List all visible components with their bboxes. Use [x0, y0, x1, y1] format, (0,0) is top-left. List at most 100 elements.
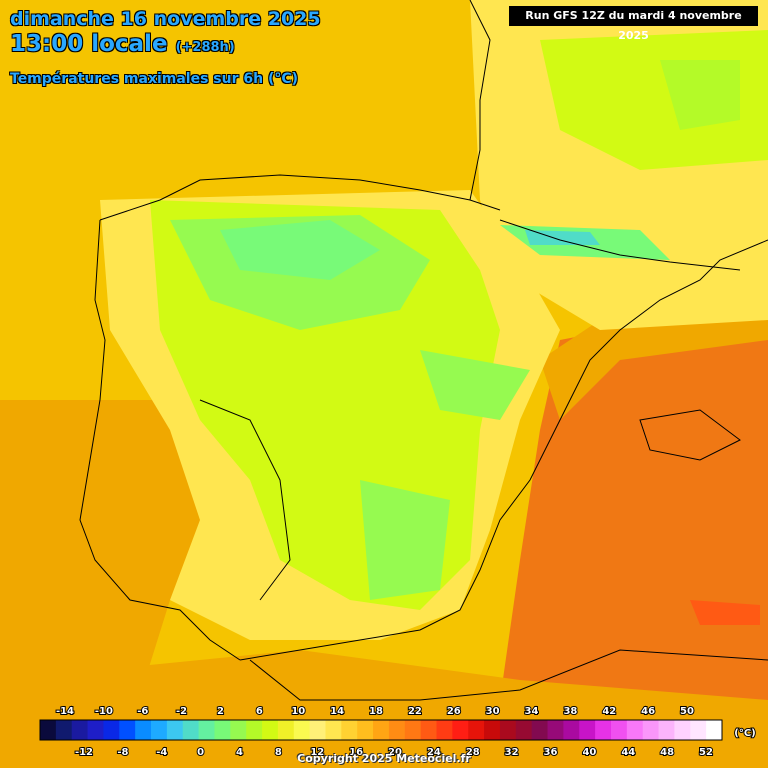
legend-swatch [151, 720, 168, 740]
legend-color-bar [39, 719, 723, 741]
legend-bottom-label: 28 [466, 747, 480, 758]
legend-swatch [499, 720, 517, 740]
iberian-system-cold-zone [420, 350, 530, 420]
forecast-date: dimanche 16 novembre 2025 [10, 8, 321, 30]
legend-swatch [595, 720, 612, 740]
portugal-border-line [199, 399, 291, 601]
hot-spot-zone [690, 600, 760, 625]
legend-top-label: 2 [217, 706, 224, 717]
pyrenees-border-line [499, 219, 741, 271]
legend-top-label: 22 [408, 706, 422, 717]
legend-top-label: 50 [680, 706, 694, 717]
legend-bottom-label: 24 [427, 747, 441, 758]
legend-swatch [325, 720, 342, 740]
massif-cool-zone [660, 60, 740, 130]
legend-top-label: -10 [95, 706, 113, 717]
legend-swatch [547, 720, 564, 740]
legend-swatch [388, 720, 406, 740]
legend-swatch [87, 720, 104, 740]
legend-swatch [214, 720, 231, 740]
north-coast-line [99, 174, 501, 221]
france-coast-line [469, 0, 491, 201]
legend-swatch [198, 720, 215, 740]
cantabrian-cold-zone [220, 220, 380, 280]
forecast-offset: (+288h) [175, 40, 235, 55]
legend-top-label: 6 [256, 706, 263, 717]
legend-bottom-label: 8 [275, 747, 282, 758]
legend-top-label: 34 [525, 706, 539, 717]
legend-swatch [182, 720, 200, 740]
legend-swatch [404, 720, 422, 740]
legend-bottom-labels: -12 -8 -4 0 4 8 12 16 20 24 28 32 36 40 44 48 52 [74, 746, 714, 759]
legend-frame [39, 719, 723, 741]
legend-swatch [246, 720, 263, 740]
legend-top-label: 38 [563, 706, 577, 717]
legend-swatch [309, 720, 326, 740]
legend-swatch [610, 720, 628, 740]
legend-swatch [484, 720, 501, 740]
baetic-cold-zone [360, 480, 450, 600]
legend-swatch [563, 720, 580, 740]
legend-swatch [642, 720, 660, 740]
legend-swatch [119, 720, 136, 740]
legend-swatch [55, 720, 73, 740]
legend-bottom-label: 32 [505, 747, 519, 758]
legend-bottom-label: 12 [310, 747, 324, 758]
legend-bottom-label: 52 [699, 747, 713, 758]
legend-swatch [420, 720, 438, 740]
forecast-time: 13:00 locale (+288h) [10, 31, 235, 57]
coastlines [79, 0, 768, 701]
legend-unit: (°C) [734, 728, 755, 739]
legend-swatch [341, 720, 358, 740]
pyrenees-peak-zone [525, 230, 600, 245]
legend-swatch [230, 720, 247, 740]
legend-bottom-label: -8 [117, 747, 128, 758]
legend-top-label: 18 [369, 706, 383, 717]
legend-top-labels: -14 -10 -6 -2 2 6 10 14 18 22 26 30 34 38 42 46 50 [55, 705, 695, 718]
legend-swatch [373, 720, 390, 740]
legend-top-label: 10 [291, 706, 305, 717]
legend-bottom-label: 40 [582, 747, 596, 758]
legend-bottom-label: 44 [621, 747, 635, 758]
legend-swatch [135, 720, 152, 740]
med-transition-zone [540, 300, 768, 420]
legend-bottom-label: -12 [75, 747, 93, 758]
legend-swatch [706, 720, 723, 740]
legend-top-label: -14 [56, 706, 74, 717]
legend-bottom-label: 20 [388, 747, 402, 758]
legend-bottom-label: 16 [349, 747, 363, 758]
legend-swatch [690, 720, 707, 740]
legend-bottom-label: 0 [197, 747, 204, 758]
legend-swatch [103, 720, 120, 740]
legend-top-label: 42 [602, 706, 616, 717]
legend-bottom-label: 36 [544, 747, 558, 758]
legend-swatch [626, 720, 644, 740]
copyright: Copyright 2025 Meteociel.fr [297, 752, 471, 765]
legend-bottom-label: -4 [156, 747, 167, 758]
legend-swatch [277, 720, 295, 740]
legend-swatch [531, 720, 549, 740]
east-coast-line [239, 239, 768, 661]
run-label: Run GFS 12Z du mardi 4 novembre 2025 [509, 6, 758, 42]
legend-top-label: 14 [330, 706, 344, 717]
legend-swatch [674, 720, 691, 740]
legend-swatch [468, 720, 485, 740]
africa-coast-line [249, 649, 768, 701]
balearic-island-line [639, 409, 741, 461]
legend-bottom-label: 48 [660, 747, 674, 758]
legend-swatch [515, 720, 533, 740]
legend-top-label: 26 [447, 706, 461, 717]
legend-top-label: 30 [486, 706, 500, 717]
legend-swatch [40, 720, 57, 740]
legend-swatch [579, 720, 596, 740]
legend-top-label: -6 [137, 706, 148, 717]
legend-swatch [166, 720, 184, 740]
legend-swatch [357, 720, 374, 740]
map-subtitle: Températures maximales sur 6h (°C) [10, 71, 299, 87]
legend-swatch [658, 720, 675, 740]
legend-swatch [293, 720, 311, 740]
legend-swatch [262, 720, 279, 740]
legend-swatch [71, 720, 89, 740]
